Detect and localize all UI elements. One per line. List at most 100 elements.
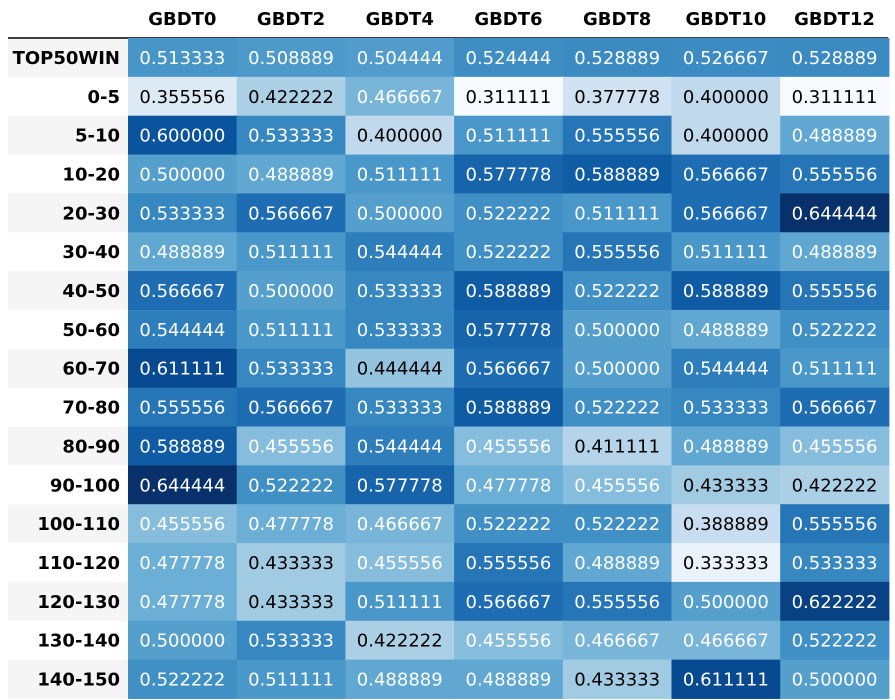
cell-value-label: 0.588889: [683, 281, 769, 302]
heatmap-cell: [562, 465, 672, 505]
heatmap-cell: [562, 543, 672, 583]
heatmap-cell: [128, 193, 238, 233]
heatmap-cell: [671, 659, 781, 699]
cell-value-label: 0.522222: [574, 514, 660, 535]
cell-value-label: 0.555556: [574, 592, 660, 613]
cell-value-label: 0.377778: [574, 87, 660, 108]
row-band: [8, 426, 128, 466]
heatmap-cell: [236, 154, 346, 194]
cell-value-label: 0.622222: [792, 592, 878, 613]
heatmap-cell: [128, 620, 238, 661]
heatmap-cell: [236, 115, 346, 156]
cell-value-label: 0.611111: [683, 670, 769, 691]
cell-value-label: 0.566667: [683, 203, 769, 224]
cell-value-label: 0.477778: [139, 553, 225, 574]
cell-value-label: 0.400000: [683, 87, 769, 108]
cell-value-label: 0.488889: [683, 320, 769, 341]
heatmap-cell: [780, 76, 890, 117]
cell-value-label: 0.466667: [574, 631, 660, 652]
heatmap-cell: [562, 38, 672, 78]
cell-value-label: 0.488889: [792, 126, 878, 147]
row-band: [8, 115, 128, 155]
heatmap-cell: [345, 504, 455, 544]
cell-value-label: 0.466667: [357, 514, 443, 535]
cell-value-label: 0.566667: [248, 398, 334, 419]
cell-value-label: 0.544444: [139, 320, 225, 341]
cell-value-label: 0.533333: [248, 359, 334, 380]
heatmap-cell: [780, 115, 890, 156]
cell-value-label: 0.566667: [466, 359, 552, 380]
cell-value-label: 0.400000: [683, 126, 769, 147]
heatmap-cell: [345, 348, 455, 389]
cell-value-label: 0.611111: [139, 359, 225, 380]
cell-value-label: 0.511111: [357, 592, 443, 613]
cell-value-label: 0.533333: [683, 398, 769, 419]
cell-value-label: 0.522222: [466, 242, 552, 263]
heatmap-cell: [454, 115, 564, 156]
heatmap-cell: [345, 76, 455, 117]
cell-value-label: 0.577778: [466, 164, 552, 185]
heatmap-cell: [236, 504, 346, 544]
heatmap-cell: [454, 271, 564, 311]
heatmap-cell: [128, 543, 238, 583]
heatmap-cell: [345, 465, 455, 505]
cell-value-label: 0.555556: [792, 514, 878, 535]
heatmap-cell: [671, 426, 781, 466]
cell-value-label: 0.488889: [248, 164, 334, 185]
heatmap-cell: [454, 76, 564, 117]
column-header: GBDT6: [474, 9, 542, 30]
heatmap-cell: [236, 581, 346, 622]
cell-value-label: 0.533333: [139, 203, 225, 224]
heatmap-cell: [671, 271, 781, 311]
heatmap-cell: [236, 348, 346, 389]
heatmap-cell: [780, 426, 890, 466]
heatmap-cell: [780, 348, 890, 389]
cell-value-label: 0.588889: [466, 281, 552, 302]
heatmap-cell: [562, 115, 672, 156]
heatmap-cell: [236, 38, 346, 78]
cell-value-label: 0.555556: [466, 553, 552, 574]
cell-value-label: 0.511111: [248, 320, 334, 341]
cell-value-label: 0.577778: [466, 320, 552, 341]
cell-value-label: 0.513333: [139, 48, 225, 69]
cell-value-label: 0.500000: [683, 592, 769, 613]
heatmap-cell: [345, 115, 455, 156]
heatmap-cell: [236, 309, 346, 350]
cell-value-label: 0.522222: [574, 398, 660, 419]
cell-value-label: 0.466667: [357, 87, 443, 108]
heatmap-cell: [780, 309, 890, 350]
heatmap-cell: [562, 387, 672, 427]
row-band: [8, 193, 128, 233]
heatmap-cell: [128, 115, 238, 156]
heatmap-cell: [671, 38, 781, 78]
cell-value-label: 0.522222: [792, 320, 878, 341]
row-header: 40-50: [62, 281, 120, 302]
heatmap-cell: [562, 348, 672, 389]
heatmap-cell: [780, 271, 890, 311]
cell-value-label: 0.444444: [357, 359, 443, 380]
cell-value-label: 0.508889: [248, 48, 334, 69]
heatmap-cell: [345, 309, 455, 350]
heatmap-cell: [562, 154, 672, 194]
cell-value-label: 0.411111: [574, 436, 660, 457]
heatmap-cell: [345, 38, 455, 78]
cell-value-label: 0.526667: [683, 48, 769, 69]
heatmap-cell: [454, 309, 564, 350]
row-band: [8, 659, 128, 699]
heatmap-cell: [454, 504, 564, 544]
cell-value-label: 0.524444: [466, 48, 552, 69]
heatmap-cell: [128, 76, 238, 117]
heatmap-cell: [236, 659, 346, 699]
cell-value-label: 0.488889: [792, 242, 878, 263]
heatmap-cell: [454, 465, 564, 505]
cell-value-label: 0.522222: [466, 514, 552, 535]
row-band: [8, 271, 128, 310]
heatmap-cell: [345, 620, 455, 661]
cell-value-label: 0.511111: [357, 164, 443, 185]
cell-value-label: 0.433333: [248, 553, 334, 574]
heatmap-cell: [562, 232, 672, 272]
heatmap-cell: [345, 659, 455, 699]
column-header: GBDT8: [583, 9, 651, 30]
heatmap-cell: [671, 309, 781, 350]
